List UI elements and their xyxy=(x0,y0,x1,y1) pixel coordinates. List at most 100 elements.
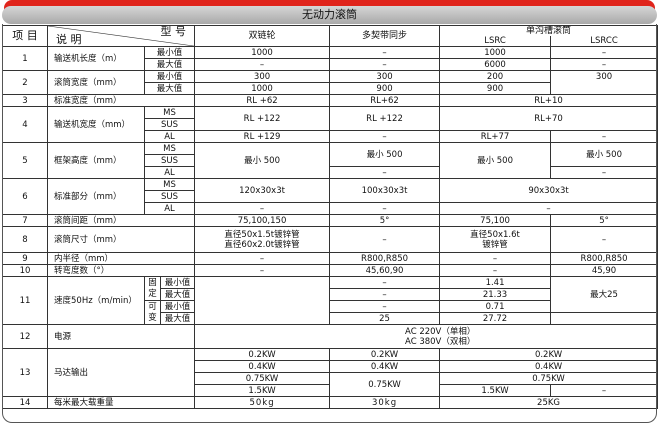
row-no: 4 xyxy=(2,106,48,143)
row-no: 3 xyxy=(2,94,48,107)
cell-empty xyxy=(550,312,659,325)
cell: – xyxy=(194,202,331,215)
row-no: 7 xyxy=(2,214,48,227)
row-desc: 标准部分（mm） xyxy=(47,178,145,215)
cell: RL +62 xyxy=(194,94,331,107)
group-label-variable: 可变 xyxy=(144,300,161,325)
spec-label: 最大值 xyxy=(143,58,196,71)
spec-label: AL xyxy=(143,166,196,179)
header-col-double-chain: 双链轮 xyxy=(194,25,331,47)
cell: 200 xyxy=(439,70,552,83)
row-desc: 框架高度（mm） xyxy=(47,142,145,179)
header-model: 型 号 xyxy=(160,25,187,38)
header-desc-model: 说 明 型 号 xyxy=(46,25,196,47)
cell: – xyxy=(550,46,659,59)
header-col-single-groove: 单沟槽滚筒 xyxy=(439,25,659,36)
cell: 300 xyxy=(194,70,331,83)
row-no: 5 xyxy=(2,142,48,179)
row-no: 2 xyxy=(2,70,48,95)
cell: 30kg xyxy=(329,396,441,409)
row-no: 1 xyxy=(2,46,48,71)
cell-line: 直径50x1.5t镀锌管 xyxy=(224,229,300,240)
cell: – xyxy=(329,288,441,301)
cell: – xyxy=(329,276,441,289)
cell: – xyxy=(550,130,659,143)
cell: 900 xyxy=(439,82,552,95)
cell: 6000 xyxy=(439,58,552,71)
cell: – xyxy=(439,264,552,277)
cell: RL+62 xyxy=(329,94,441,107)
spec-label: 最小值 xyxy=(143,46,196,59)
cell: RL+70 xyxy=(439,106,659,131)
spec-label: MS xyxy=(143,178,196,191)
cell: – xyxy=(329,46,441,59)
group-label-fixed: 固定 xyxy=(144,276,161,301)
row-desc: 滚筒间距（mm） xyxy=(46,214,196,227)
cell: 0.4KW xyxy=(194,360,331,373)
cell: 0.75KW xyxy=(329,372,441,397)
cell: 0.4KW xyxy=(329,360,441,373)
header-item: 项 目 xyxy=(2,25,48,47)
cell: 0.2KW xyxy=(439,348,659,361)
cell: 0.71 xyxy=(439,300,552,313)
row-desc: 滚筒宽度（mm） xyxy=(47,70,145,95)
cell: 120x30x3t xyxy=(194,178,331,203)
cell: – xyxy=(550,58,659,71)
cell: 0.2KW xyxy=(194,348,331,361)
row-desc: 标准宽度（mm） xyxy=(46,94,196,107)
spec-label: MS xyxy=(143,106,196,119)
cell: RL +122 xyxy=(194,106,331,131)
header-sub-lsrcc: LSRCC xyxy=(550,36,659,47)
cell: RL +129 xyxy=(194,130,331,143)
cell: AC 220V（单相） AC 380V（双相） xyxy=(194,324,659,349)
cell: 75,100 xyxy=(439,214,552,227)
cell: 最大25 xyxy=(550,276,659,313)
row-no: 12 xyxy=(2,324,48,349)
cell: 1.5KW xyxy=(439,384,552,397)
header-sub-lsrc: LSRC xyxy=(439,36,552,47)
spec-label: SUS xyxy=(143,118,196,131)
cell: – xyxy=(329,202,441,215)
cell: – xyxy=(329,130,441,143)
cell-empty xyxy=(194,276,331,325)
cell: – xyxy=(329,226,441,253)
row-desc: 输送机宽度（mm） xyxy=(47,106,145,143)
row-desc: 转弯度数（°） xyxy=(46,264,196,277)
row-no: 14 xyxy=(2,396,48,409)
cell-line: 直径50x1.6t xyxy=(470,229,520,240)
row-no: 6 xyxy=(2,178,48,215)
spec-label: SUS xyxy=(143,154,196,167)
spec-label: 最小值 xyxy=(159,300,196,313)
row-no: 8 xyxy=(2,226,48,253)
spec-label: 最大值 xyxy=(143,82,196,95)
cell: – xyxy=(550,166,659,179)
cell: R800,R850 xyxy=(329,252,441,265)
row-desc: 电源 xyxy=(46,324,196,349)
spec-table: 项 目 说 明 型 号 双链轮 多契带同步 单沟槽滚筒 LSRC LSRCC 1… xyxy=(2,25,659,409)
cell: 1.41 xyxy=(439,276,552,289)
spec-label: 最大值 xyxy=(159,312,196,325)
cell: 1000 xyxy=(439,46,552,59)
cell: 0.75KW xyxy=(439,372,659,385)
header-desc: 说 明 xyxy=(56,33,82,46)
cell: – xyxy=(550,226,659,253)
cell-line: 镀锌管 xyxy=(482,239,508,250)
cell: 1000 xyxy=(194,46,331,59)
cell: 最小 500 xyxy=(329,142,441,167)
cell: R800,R850 xyxy=(550,252,659,265)
cell: RL+77 xyxy=(439,130,552,143)
cell: 300 xyxy=(329,70,441,83)
row-no: 9 xyxy=(2,252,48,265)
cell-line: AC 220V（单相） xyxy=(405,326,476,337)
cell-empty xyxy=(550,82,659,95)
cell: – xyxy=(439,252,552,265)
spec-label: 最大值 xyxy=(159,288,196,301)
row-desc: 速度50Hz（m/min） xyxy=(47,276,145,325)
cell: 最小 500 xyxy=(550,142,659,167)
spec-label: 最小值 xyxy=(159,276,196,289)
cell: 900 xyxy=(329,82,441,95)
cell: 0.75KW xyxy=(194,372,331,385)
cell: 5° xyxy=(550,214,659,227)
cell: – xyxy=(194,58,331,71)
cell: – xyxy=(329,300,441,313)
